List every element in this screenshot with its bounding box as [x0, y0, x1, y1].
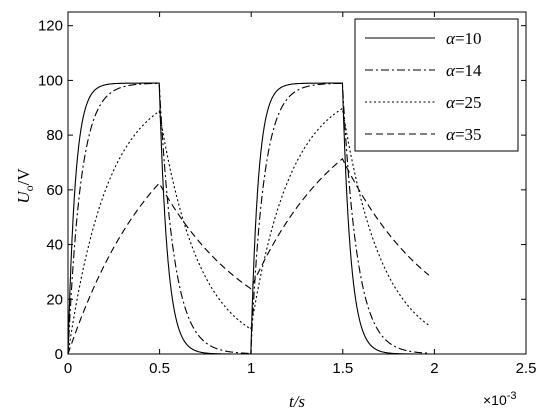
- svg-text:×10-3: ×10-3: [483, 390, 517, 408]
- legend: α=10 α=14 α=25 α=35: [354, 18, 519, 152]
- y-tick-label: 120: [38, 18, 63, 35]
- x-tick-label: 2: [430, 360, 438, 377]
- y-tick-label: 80: [46, 127, 63, 144]
- svg-text:Uo/V: Uo/V: [14, 168, 36, 204]
- series-line-alpha-14: [67, 82, 430, 355]
- legend-box: [354, 18, 519, 152]
- x-axis-label: t/s: [289, 392, 305, 411]
- series-group: [67, 82, 430, 355]
- y-axis-label: Uo/V: [14, 168, 36, 204]
- y-tick-label: 40: [46, 237, 63, 254]
- x-tick-label: 0: [64, 360, 72, 377]
- y-tick-label: 60: [46, 182, 63, 199]
- y-tick-label: 0: [55, 346, 63, 363]
- series-line-alpha-10: [67, 82, 429, 355]
- x-exponent-label: ×10-3: [483, 390, 517, 408]
- legend-label: α=35: [446, 125, 482, 144]
- legend-label: α=10: [446, 29, 482, 48]
- x-tick-label: 2.5: [516, 360, 537, 377]
- y-tick-label: 20: [46, 291, 63, 308]
- series-line-alpha-25: [67, 107, 430, 355]
- y-tick-label: 100: [38, 72, 63, 89]
- x-tick-label: 0.5: [149, 360, 170, 377]
- x-tick-label: 1.5: [332, 360, 353, 377]
- series-line-alpha-35: [67, 157, 430, 355]
- legend-label: α=14: [446, 61, 482, 80]
- axis-ticks: 0 0.5 1 1.5 2 2.5 0 20 40 60 80 100 120: [38, 12, 536, 377]
- legend-label: α=25: [446, 93, 482, 112]
- x-tick-label: 1: [247, 360, 255, 377]
